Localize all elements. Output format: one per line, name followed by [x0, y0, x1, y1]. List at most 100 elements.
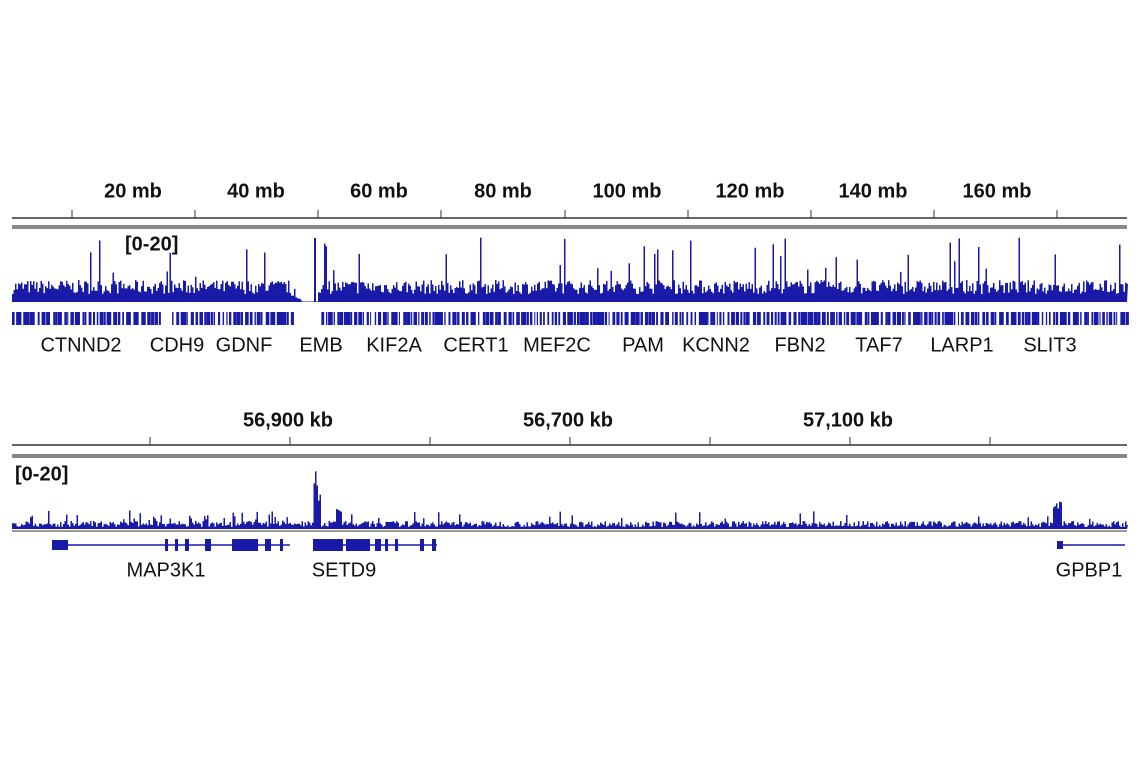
gene-feature [854, 312, 856, 325]
ruler-label: 20 mb [104, 180, 162, 202]
gene-feature [67, 312, 69, 325]
gene-feature [57, 312, 62, 325]
gene-feature [824, 312, 826, 325]
gene-feature [77, 312, 80, 325]
gene-feature [965, 312, 970, 325]
gene-feature [485, 312, 490, 325]
gene-feature [679, 312, 682, 325]
gene-feature [982, 312, 986, 325]
gene-feature [576, 312, 580, 325]
gene-feature [707, 312, 709, 325]
gene-feature [990, 312, 995, 325]
gene-feature [757, 312, 760, 325]
gene-feature [1093, 312, 1098, 325]
gene-feature [632, 312, 636, 325]
exon [432, 539, 436, 551]
gene-feature [735, 312, 739, 325]
gene-feature [70, 312, 74, 325]
gene-feature [440, 312, 443, 325]
ruler-label: 160 mb [963, 180, 1032, 202]
exon [385, 539, 388, 551]
gene-feature [343, 312, 348, 325]
gene-feature [813, 312, 818, 325]
gene-feature [218, 312, 221, 325]
gene-feature [543, 312, 545, 325]
gene-feature [106, 312, 111, 325]
gene-feature [928, 312, 932, 325]
gene-feature [803, 312, 807, 325]
gene-feature [254, 312, 256, 325]
gene-feature [1084, 312, 1088, 325]
gene-feature [523, 312, 527, 325]
gene-feature [99, 312, 104, 325]
gene-feature [648, 312, 652, 325]
gene-feature [457, 312, 460, 325]
gene-feature [1021, 312, 1025, 325]
gene-feature [1045, 312, 1048, 325]
gene-feature [774, 312, 777, 325]
gene-feature [836, 312, 838, 325]
gene-feature [867, 312, 870, 325]
gene-feature [82, 312, 85, 325]
gene-feature [838, 312, 842, 325]
exon [205, 539, 211, 551]
gene-feature [109, 312, 112, 325]
gene-feature [947, 312, 951, 325]
gene-feature [147, 312, 151, 325]
gene-feature [1017, 312, 1021, 325]
gene-feature [226, 312, 228, 325]
gene-feature [694, 312, 697, 325]
gene-feature [807, 312, 810, 325]
gene-feature [917, 312, 921, 325]
gene-feature [1102, 312, 1105, 325]
gene-feature [874, 312, 877, 325]
gene-feature [752, 312, 757, 325]
gene-feature [424, 312, 428, 325]
gene-feature [700, 312, 705, 325]
gene-feature [358, 312, 363, 325]
gene-feature [529, 312, 533, 325]
gene-feature [432, 312, 435, 325]
gene-feature [1072, 312, 1077, 325]
gene-feature [937, 312, 941, 325]
gene-feature [798, 312, 801, 325]
gene-feature [74, 312, 79, 325]
gene-feature [1010, 312, 1014, 325]
gene-label: KIF2A [366, 334, 422, 356]
gene-feature [1006, 312, 1009, 325]
gene-label: CDH9 [150, 334, 204, 356]
gene-feature [604, 312, 608, 325]
gene-feature [328, 312, 332, 325]
gene-feature [944, 312, 949, 325]
gene-feature [265, 312, 270, 325]
gene-feature [526, 312, 529, 325]
gene-feature [1027, 312, 1031, 325]
exon [346, 539, 370, 551]
gene-feature [608, 312, 610, 325]
gene-feature [222, 312, 225, 325]
gene-feature [350, 312, 353, 325]
gene-feature [84, 312, 87, 325]
gene-feature [876, 312, 879, 325]
gene-feature [16, 312, 20, 325]
gene-feature [1091, 312, 1094, 325]
gene-feature [569, 312, 573, 325]
gene-feature [703, 312, 707, 325]
gene-feature [413, 312, 418, 325]
gene-feature [37, 312, 40, 325]
gene-feature [1041, 312, 1044, 325]
gene-feature [270, 312, 274, 325]
gene-feature [46, 312, 49, 325]
gene-feature [129, 312, 131, 325]
gene-feature [986, 312, 989, 325]
gene-feature [256, 312, 261, 325]
gene-feature [325, 312, 328, 325]
gene-label: CTNND2 [40, 334, 121, 356]
gene-feature [482, 312, 486, 325]
gene-feature [64, 312, 67, 325]
gene-feature [387, 312, 389, 325]
ruler-label: 57,100 kb [803, 409, 893, 431]
gene-feature [48, 312, 51, 325]
gene-feature [896, 312, 900, 325]
ruler-label: 40 mb [227, 180, 285, 202]
